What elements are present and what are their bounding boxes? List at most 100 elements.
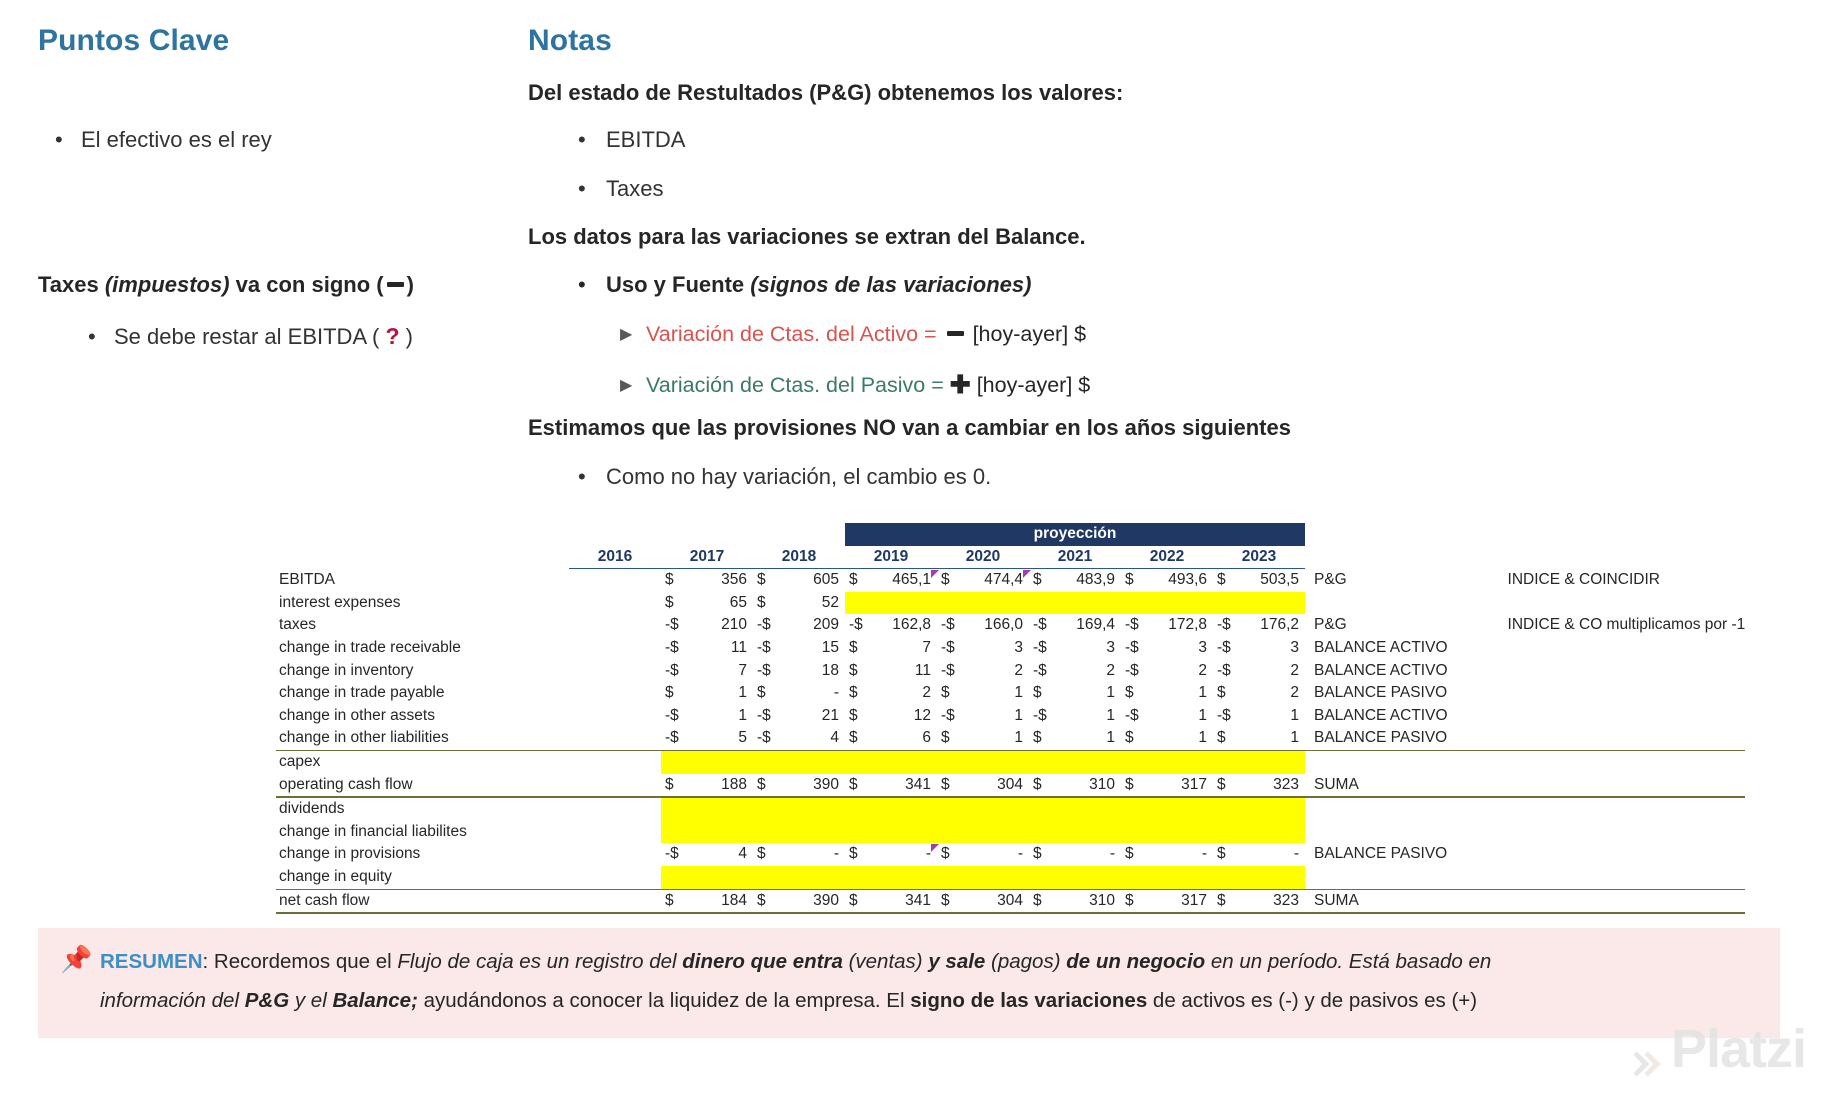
currency-cell (937, 820, 963, 844)
value-cell: 1 (1014, 729, 1023, 747)
value-cell (687, 749, 753, 774)
row-source-note: BALANCE ACTIVO (1314, 638, 1448, 656)
value-cell: 1 (1106, 729, 1115, 747)
variacion-activo-label: Variación de Ctas. del Activo = (646, 322, 943, 346)
resumen-l2g: de activos es (-) y de pasivos es (+) (1147, 989, 1478, 1012)
currency-cell: -$ (1217, 638, 1231, 656)
row-label: EBITDA (279, 571, 335, 589)
value-cell (595, 749, 661, 774)
year-header-row: 2016 2017 2018 2019 2020 2021 2022 2023 (276, 545, 1745, 570)
value-cell: 52 (821, 593, 839, 611)
value-cell (1239, 749, 1305, 774)
value-cell: 323 (1239, 889, 1305, 915)
currency-cell (1121, 591, 1147, 615)
resumen-l1f: (pagos) (985, 950, 1067, 973)
row-source-note (1305, 865, 1448, 890)
row-source-note: BALANCE PASIVO (1314, 729, 1448, 747)
currency-cell: $ (661, 773, 687, 799)
value-cell: 503,5 (1260, 571, 1299, 589)
row-source-note (1305, 749, 1448, 774)
table-row: dividends (276, 796, 1746, 821)
currency-cell (845, 749, 871, 774)
currency-cell (937, 796, 963, 821)
currency-cell: $ (849, 661, 858, 679)
spacer-cell (276, 523, 569, 546)
currency-cell: $ (757, 684, 766, 702)
currency-cell (1121, 796, 1147, 821)
currency-cell (569, 569, 595, 592)
row-formula-note (1448, 705, 1746, 728)
currency-cell (845, 591, 871, 615)
notas-bullet-item: • Taxes (578, 176, 663, 202)
currency-cell: -$ (1125, 706, 1139, 724)
currency-cell: -$ (1125, 661, 1139, 679)
table-row: interest expenses $65 $52 (276, 591, 1745, 615)
resumen-l1d: (ventas) (842, 950, 929, 973)
table-row: change in inventory -$ 7 -$ 18 $11 -$ 2 -$ 2 -$ 2 -$… (276, 660, 1745, 683)
value-cell (871, 749, 937, 774)
currency-cell: $ (1125, 845, 1134, 863)
value-cell: 474,4 (963, 569, 1031, 592)
left-bullet-item: • El efectivo es el rey (55, 127, 272, 153)
table-row: change in other assets -$ 1 -$ 21 $12 -$ 1 -$ 1 -$… (276, 705, 1745, 728)
row-source-note: P&G (1314, 571, 1347, 589)
uso-y-fuente-label: Uso y Fuente (606, 272, 745, 297)
value-cell (963, 749, 1029, 774)
row-source-note: BALANCE PASIVO (1314, 684, 1448, 702)
value-cell (595, 660, 661, 683)
currency-cell: $ (665, 593, 674, 611)
row-source-note: SUMA (1305, 889, 1448, 915)
row-formula-note (1447, 749, 1746, 774)
currency-cell: $ (1217, 729, 1226, 747)
currency-cell (753, 796, 779, 821)
taxes-end-label: ) (406, 272, 414, 297)
currency-cell: -$ (941, 661, 955, 679)
currency-cell: $ (845, 889, 871, 915)
table-row: capex (276, 749, 1746, 774)
currency-cell (845, 796, 871, 821)
uso-y-fuente-italic-label: (signos de las variaciones) (744, 272, 1032, 297)
value-cell (595, 843, 661, 866)
value-cell (1147, 591, 1213, 615)
resumen-l2b: P&G (244, 989, 290, 1012)
value-cell: 1 (738, 706, 747, 724)
currency-cell: $ (1029, 773, 1055, 799)
projection-band-row: proyección (276, 523, 1745, 546)
value-cell (963, 796, 1029, 821)
currency-cell (753, 749, 779, 774)
resumen-l1h: en un período. Está basado en (1205, 950, 1492, 973)
value-cell: 15 (821, 638, 839, 656)
value-cell: - (833, 845, 839, 863)
currency-cell: $ (1217, 845, 1226, 863)
year-header-2023: 2023 (1213, 545, 1305, 570)
value-cell: 304 (963, 773, 1029, 799)
value-cell: 1 (1198, 684, 1207, 702)
notas-paragraph-3: Estimamos que las provisiones NO van a c… (528, 415, 1291, 440)
row-label: change in other assets (279, 706, 435, 724)
resumen-l2d: Balance; (332, 989, 418, 1012)
currency-cell (1029, 796, 1055, 821)
value-cell (595, 865, 661, 890)
bullet-dot-icon: • (578, 127, 586, 152)
variacion-pasivo-bracket-label: [hoy-ayer] $ (970, 373, 1091, 397)
row-label: change in equity (276, 865, 569, 890)
spacer-cell (753, 523, 779, 546)
value-cell (963, 820, 1029, 844)
currency-cell: -$ (941, 616, 955, 634)
row-source-note: BALANCE PASIVO (1314, 845, 1448, 863)
value-cell (687, 865, 753, 890)
currency-cell: $ (1217, 571, 1226, 589)
currency-cell (845, 865, 871, 890)
currency-cell: -$ (941, 706, 955, 724)
variacion-pasivo-row: ▶ Variación de Ctas. del Pasivo = ✚ [hoy-… (620, 370, 1090, 400)
triangle-right-icon: ▶ (620, 326, 633, 343)
currency-cell (1029, 865, 1055, 890)
value-cell: 4 (738, 845, 747, 863)
value-cell: 1 (738, 684, 747, 702)
value-cell: 176,2 (1260, 616, 1299, 634)
currency-cell (569, 614, 595, 637)
currency-cell (569, 889, 595, 915)
cash-flow-spreadsheet: proyección 2016 2017 2018 2019 2020 2021 2022 20… (276, 523, 1746, 915)
value-cell: 1 (1106, 706, 1115, 724)
currency-cell: -$ (1125, 616, 1139, 634)
